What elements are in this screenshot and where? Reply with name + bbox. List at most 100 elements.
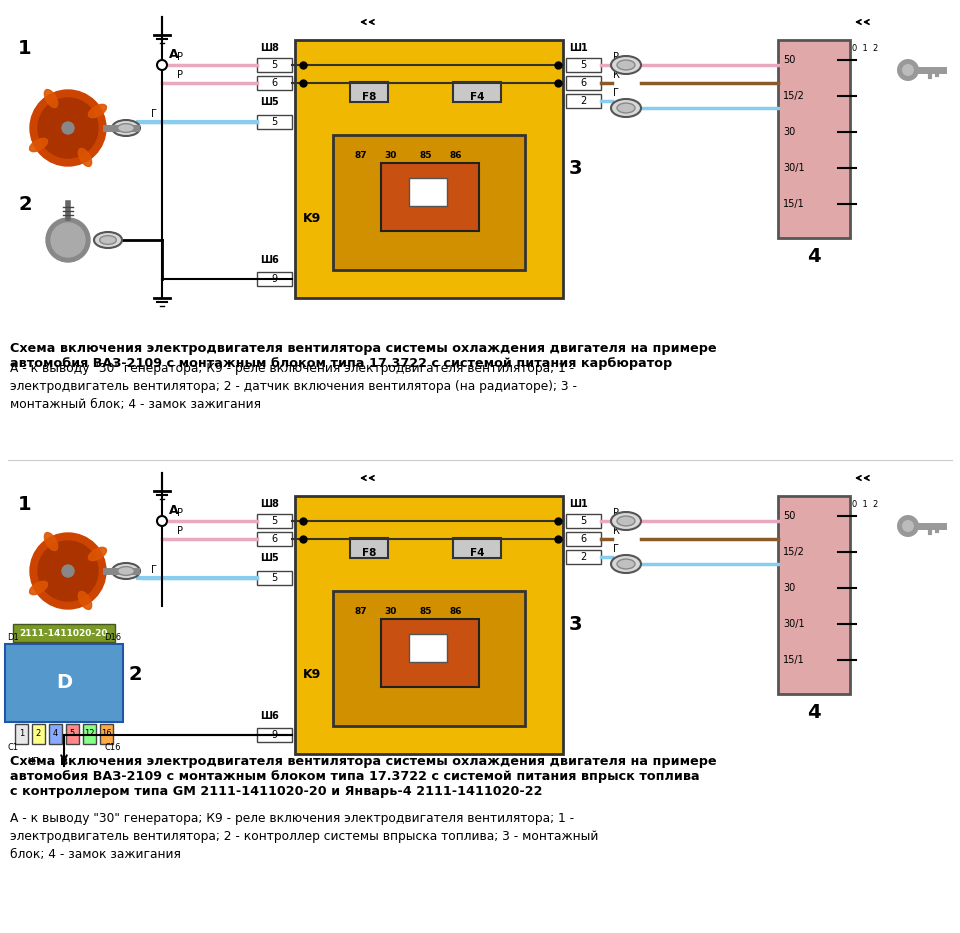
Bar <box>566 58 601 72</box>
Text: Г: Г <box>613 544 619 554</box>
Text: 3: 3 <box>569 616 583 634</box>
Ellipse shape <box>117 123 134 132</box>
Ellipse shape <box>94 232 122 248</box>
Text: 5: 5 <box>580 60 587 70</box>
Bar <box>381 619 479 687</box>
Bar <box>257 514 292 528</box>
Bar <box>409 634 447 662</box>
Circle shape <box>38 98 98 158</box>
Bar <box>5 644 123 722</box>
Text: 6: 6 <box>580 534 586 544</box>
Circle shape <box>30 533 106 609</box>
Circle shape <box>897 515 919 537</box>
Circle shape <box>157 60 167 70</box>
Circle shape <box>46 218 90 262</box>
Text: чп: чп <box>27 755 39 765</box>
Text: Г: Г <box>151 565 157 575</box>
Text: Г: Г <box>151 109 157 119</box>
Text: 86: 86 <box>449 607 463 616</box>
Ellipse shape <box>617 516 635 526</box>
Text: 15/1: 15/1 <box>783 199 804 209</box>
Ellipse shape <box>611 56 641 74</box>
Text: Р: Р <box>177 526 183 536</box>
Text: Ш5: Ш5 <box>260 553 278 563</box>
Text: 4: 4 <box>807 246 821 266</box>
Text: 50: 50 <box>783 511 796 521</box>
Text: 85: 85 <box>420 151 432 160</box>
Text: 0  1  2: 0 1 2 <box>852 44 878 53</box>
Text: 5: 5 <box>271 516 277 526</box>
Text: K9: K9 <box>303 667 322 680</box>
Ellipse shape <box>30 138 48 152</box>
Text: 2111-1411020-20: 2111-1411020-20 <box>20 629 108 637</box>
Bar <box>453 82 501 102</box>
Text: D16: D16 <box>104 633 121 642</box>
Bar <box>333 135 525 270</box>
Text: 15/2: 15/2 <box>783 547 804 557</box>
Text: D1: D1 <box>7 633 19 642</box>
Text: 30: 30 <box>783 127 795 137</box>
Text: F4: F4 <box>469 92 484 102</box>
Ellipse shape <box>617 60 635 70</box>
Bar <box>566 532 601 546</box>
Circle shape <box>897 59 919 81</box>
Text: 1: 1 <box>19 730 24 739</box>
Text: 50: 50 <box>783 55 796 65</box>
Text: 3: 3 <box>569 160 583 178</box>
Bar <box>333 591 525 726</box>
Text: 87: 87 <box>354 607 368 616</box>
Bar <box>566 76 601 90</box>
Text: 5: 5 <box>70 730 75 739</box>
Text: Ш8: Ш8 <box>260 499 278 509</box>
Ellipse shape <box>617 103 635 113</box>
Text: 1: 1 <box>18 494 32 513</box>
Circle shape <box>902 64 914 76</box>
Text: 15/2: 15/2 <box>783 91 804 101</box>
Bar <box>350 82 388 102</box>
Bar <box>409 178 447 206</box>
Text: 2: 2 <box>18 196 32 215</box>
Text: 2: 2 <box>128 664 142 684</box>
Bar <box>257 115 292 129</box>
Text: C1: C1 <box>7 744 18 753</box>
Text: 6: 6 <box>271 534 277 544</box>
Text: 5: 5 <box>271 60 277 70</box>
Ellipse shape <box>611 555 641 573</box>
Bar <box>778 40 850 238</box>
Circle shape <box>902 520 914 532</box>
Text: автомобия ВАЗ-2109 с монтажным блоком типа 17.3722 с системой питания впрыск топ: автомобия ВАЗ-2109 с монтажным блоком ти… <box>10 770 700 783</box>
Text: F8: F8 <box>362 92 376 102</box>
Bar <box>83 724 96 744</box>
Circle shape <box>62 122 74 134</box>
Text: Р: Р <box>177 70 183 80</box>
Text: 6: 6 <box>580 78 586 88</box>
Text: А: А <box>169 504 179 517</box>
Ellipse shape <box>117 566 134 576</box>
Text: К: К <box>612 70 619 80</box>
Bar <box>257 571 292 585</box>
Text: F4: F4 <box>469 548 484 558</box>
Bar <box>257 728 292 742</box>
Text: 87: 87 <box>354 151 368 160</box>
Ellipse shape <box>112 563 140 579</box>
Text: 5: 5 <box>271 573 277 583</box>
Ellipse shape <box>44 90 58 107</box>
Text: 30/1: 30/1 <box>783 619 804 629</box>
Bar <box>295 496 563 754</box>
Circle shape <box>157 516 167 526</box>
Bar <box>257 532 292 546</box>
Bar <box>66 724 79 744</box>
Bar <box>566 550 601 564</box>
Bar <box>100 724 113 744</box>
Text: Ш6: Ш6 <box>260 711 278 721</box>
Circle shape <box>51 223 85 257</box>
Text: D: D <box>56 674 72 692</box>
Ellipse shape <box>617 559 635 569</box>
Ellipse shape <box>44 533 58 550</box>
Text: Ш1: Ш1 <box>569 43 588 53</box>
Bar <box>566 514 601 528</box>
Ellipse shape <box>112 120 140 136</box>
Text: 30: 30 <box>783 583 795 593</box>
Text: 5: 5 <box>271 117 277 127</box>
Ellipse shape <box>100 236 116 244</box>
